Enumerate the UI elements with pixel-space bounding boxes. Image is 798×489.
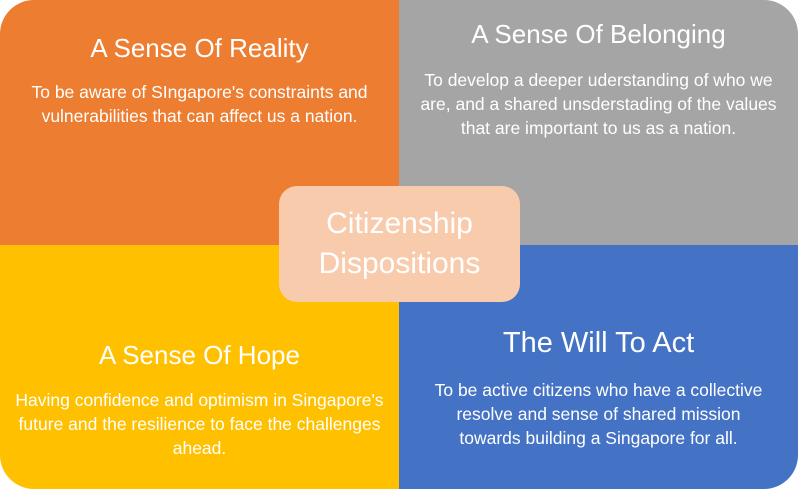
quadrant-title: A Sense Of Hope (99, 340, 300, 370)
center-label-line1: Citizenship (326, 207, 473, 240)
quadrant-title: A Sense Of Belonging (471, 19, 726, 49)
quadrant-title: The Will To Act (502, 327, 695, 359)
quadrant-sense-of-hope: A Sense Of Hope Having confidence and op… (0, 245, 399, 489)
quadrant-sense-of-reality: A Sense Of Reality To be aware of SIngap… (0, 0, 399, 245)
quadrant-description: Having confidence and optimism in Singap… (15, 390, 384, 458)
quadrant-description: To develop a deeper uderstanding of who … (420, 70, 777, 138)
quadrant-description: To be aware of SIngapore's constraints a… (31, 82, 368, 126)
quadrant-description: To be active citizens who have a collect… (434, 380, 763, 448)
center-label-line2: Dispositions (318, 247, 481, 280)
center-label-citizenship-dispositions: Citizenship Dispositions (279, 186, 520, 302)
quadrant-title: A Sense Of Reality (90, 33, 309, 63)
